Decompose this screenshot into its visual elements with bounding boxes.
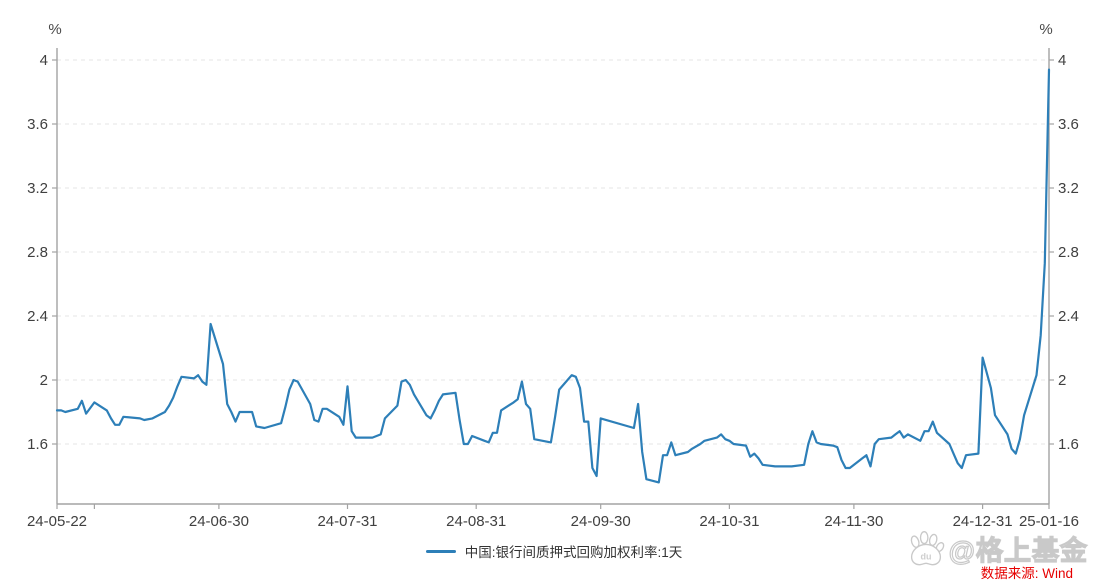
legend-series-label: 中国:银行间质押式回购加权利率:1天 [464,545,683,560]
y-tick-label-left: 2 [40,372,48,389]
y-tick-label-left: 2.8 [27,244,48,261]
x-tick-label: 24-10-31 [699,513,759,530]
x-tick-label: 24-05-22 [27,513,87,530]
y-axis-unit-right: % [1039,21,1053,38]
x-tick-label: 24-11-30 [824,513,883,530]
paw-du-text: du [920,552,931,562]
y-tick-label-left: 3.6 [27,116,48,133]
y-tick-label-left: 1.6 [27,436,48,453]
x-tick-label: 24-08-31 [446,513,506,530]
x-tick-label: 24-06-30 [189,513,249,530]
data-source-text: 数据来源: Wind [980,566,1073,581]
y-tick-label-right: 3.6 [1058,116,1079,133]
y-tick-label-right: 2.8 [1058,244,1079,261]
x-tick-label: 24-09-30 [571,513,631,530]
baidu-paw-icon: du [910,531,944,566]
watermark-handle: @格上基金 [948,535,1088,566]
y-tick-label-right: 3.2 [1058,180,1079,197]
series-line [55,68,1051,484]
y-axis-unit-left: % [48,21,62,38]
y-tick-label-right: 2.4 [1058,308,1079,325]
legend-line-swatch [425,549,456,553]
x-tick-label: 24-12-31 [953,513,1013,530]
y-tick-label-right: 1.6 [1058,436,1079,453]
x-tick-label: 24-07-31 [317,513,377,530]
legend: 中国:银行间质押式回购加权利率:1天 [0,542,1108,560]
x-tick-label: 25-01-16 [1019,513,1079,530]
y-tick-label-right: 2 [1058,372,1066,389]
y-tick-label-right: 4 [1058,52,1066,69]
y-tick-label-left: 2.4 [27,308,48,325]
watermark: du @格上基金 [906,529,1088,567]
y-tick-label-left: 4 [40,52,48,69]
y-tick-label-left: 3.2 [27,180,48,197]
